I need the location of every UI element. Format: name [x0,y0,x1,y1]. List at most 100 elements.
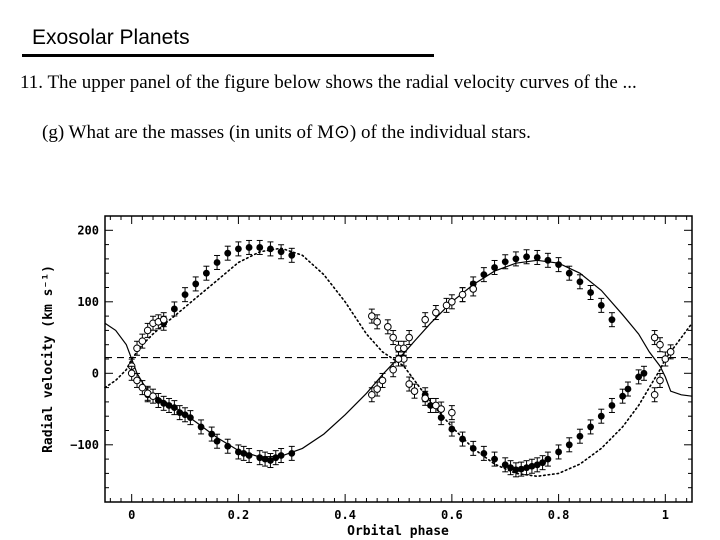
data-point [240,445,248,461]
data-point [544,451,552,467]
data-point [597,408,605,424]
open-marker [666,348,675,356]
data-point [154,392,162,408]
data-point [501,457,509,473]
open-marker [373,318,381,326]
filled-marker [512,466,520,474]
filled-marker [533,254,541,261]
filled-marker [523,253,530,261]
data-point [256,239,264,255]
y-tick-label: −100 [70,438,99,452]
filled-marker [597,301,605,309]
data-point [555,444,562,460]
x-tick-label: 1 [662,508,669,522]
open-marker [448,408,456,417]
filled-marker [587,423,595,431]
data-point [640,365,648,381]
open-marker [458,290,467,299]
data-point [608,312,616,328]
x-tick-label: 0.4 [334,508,356,522]
data-point [565,437,573,453]
subquestion-prefix: (g) What are the masses (in units of M [42,122,334,143]
data-point [288,247,296,263]
filled-marker [245,244,253,251]
filled-marker [245,452,253,459]
data-point [432,397,440,413]
filled-marker [170,404,178,412]
filled-marker [576,432,584,440]
data-point [208,426,216,442]
data-point [256,450,264,466]
open-marker [421,315,429,324]
filled-marker [480,271,488,279]
open-marker [469,285,478,293]
filled-marker [587,289,595,296]
data-point [459,431,466,447]
subquestion-suffix: ) of the individual stars. [349,122,531,143]
y-tick-label: 200 [77,223,99,237]
data-point [143,385,152,401]
open-marker [384,323,392,331]
data-point [373,314,381,330]
filled-marker [213,259,221,266]
open-marker [432,308,440,317]
filled-marker [256,454,264,462]
filled-marker [288,251,296,259]
data-point [389,330,397,346]
title-underline [22,54,434,57]
filled-marker [186,414,194,422]
data-point [213,254,221,270]
filled-marker [267,457,274,464]
data-point [405,330,413,346]
data-point [213,433,221,449]
filled-marker [240,449,248,457]
data-point [202,265,210,281]
y-tick-label: 0 [92,366,99,380]
data-point [235,241,242,257]
filled-marker [235,245,242,253]
slide-title: Exosolar Planets [32,26,190,49]
data-point [138,333,147,349]
data-point [277,448,285,464]
data-point [619,388,627,404]
open-marker [442,301,451,310]
open-marker [138,383,147,392]
data-point [565,265,573,281]
x-tick-label: 0 [128,508,135,522]
filled-marker [491,455,498,463]
data-point [197,419,205,435]
open-marker [437,405,445,413]
filled-marker [544,455,552,463]
filled-marker [507,464,514,472]
open-marker [159,315,168,324]
data-point [656,337,664,353]
filled-marker [208,430,216,438]
filled-marker [555,448,562,456]
data-point [512,251,520,267]
subquestion-text: (g) What are the masses (in units of M⊙)… [42,121,531,144]
x-tick-label: 0.2 [228,508,250,522]
data-point [389,362,397,378]
open-marker [400,344,408,353]
data-point [501,254,509,270]
filled-marker [277,452,285,459]
data-point [576,274,584,290]
data-point [245,448,253,464]
filled-marker [597,412,605,420]
filled-marker [512,255,520,263]
open-marker [656,340,664,349]
data-point [523,460,530,476]
plot-frame [104,215,693,503]
open-marker [389,365,397,374]
y-tick-label: 100 [77,295,99,309]
data-point [165,397,173,413]
data-point [458,287,467,303]
data-point [159,312,168,328]
filled-marker [608,402,616,409]
open-marker [432,401,440,410]
filled-marker [501,258,509,266]
filled-marker [261,455,269,463]
filled-marker [272,454,280,462]
question-text: 11. The upper panel of the figure below … [20,72,637,93]
filled-marker [576,278,584,286]
